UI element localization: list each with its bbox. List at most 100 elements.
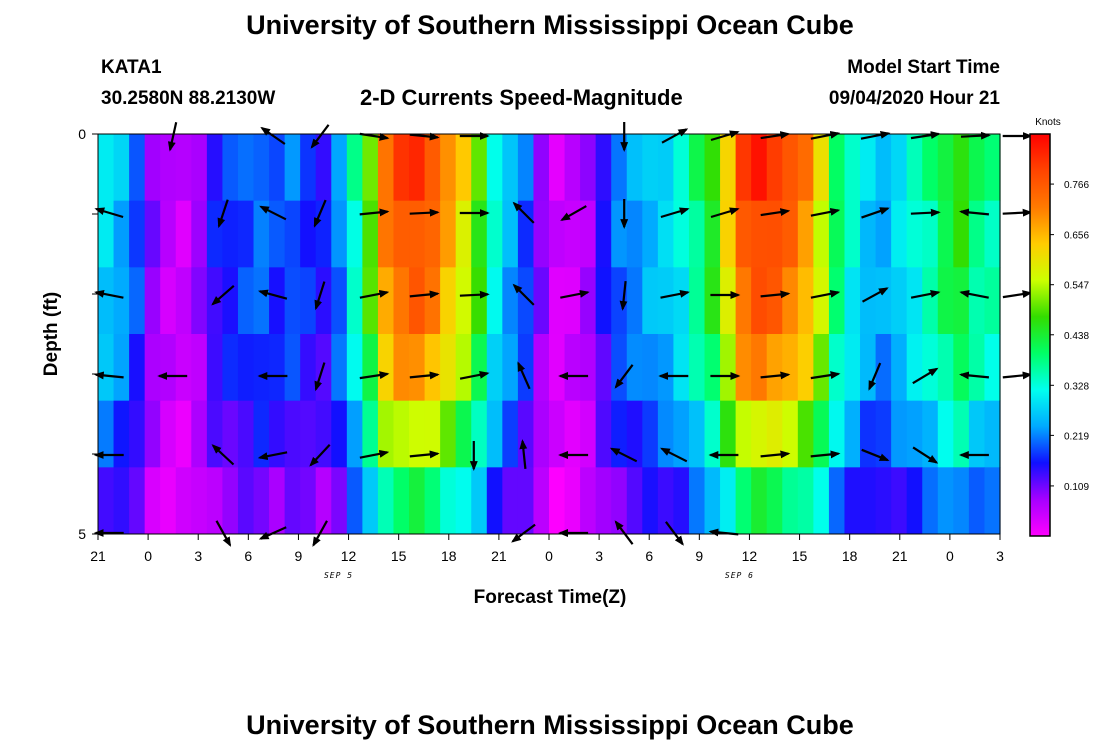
current-arrow xyxy=(910,289,941,299)
heat-cell xyxy=(595,467,612,535)
current-arrow xyxy=(1002,371,1033,380)
heat-cell xyxy=(440,334,457,402)
heat-cell xyxy=(362,200,379,268)
heat-cell xyxy=(237,267,255,335)
current-arrow xyxy=(959,208,990,217)
current-arrow xyxy=(912,446,939,464)
station-coordinates: 30.2580N 88.2130W xyxy=(101,88,276,109)
heat-cell xyxy=(113,200,130,268)
heat-cell xyxy=(377,334,395,402)
current-arrow xyxy=(512,283,535,306)
heat-cell xyxy=(891,400,908,468)
x-tick-label: 12 xyxy=(742,548,758,564)
heat-cell xyxy=(968,467,986,535)
heat-cell xyxy=(611,267,628,335)
current-arrow xyxy=(512,201,535,224)
heat-cell xyxy=(486,334,503,402)
heat-cell xyxy=(486,267,503,335)
heat-cell xyxy=(657,200,675,268)
heat-cell xyxy=(968,334,986,402)
current-arrow xyxy=(310,124,330,149)
heat-cell xyxy=(409,334,426,402)
x-tick-label: 18 xyxy=(441,548,457,564)
heat-cell xyxy=(253,134,270,202)
heat-cell xyxy=(533,467,550,535)
colorbar-tick-label: 0.438 xyxy=(1064,331,1089,342)
heat-cell xyxy=(937,400,954,468)
heat-cell xyxy=(984,134,1001,202)
heat-cell xyxy=(98,134,115,202)
heat-cell xyxy=(766,467,783,535)
heat-cell xyxy=(688,200,706,268)
heat-cell xyxy=(891,267,908,335)
heat-cell xyxy=(906,467,923,535)
heat-cell xyxy=(237,400,255,468)
heat-cell xyxy=(98,334,115,402)
x-tick-label: 0 xyxy=(144,548,152,564)
heat-cell xyxy=(735,200,752,268)
heat-cell xyxy=(580,134,597,202)
heat-cell xyxy=(377,134,395,202)
x-axis-label: Forecast Time(Z) xyxy=(474,587,627,608)
station-name: KATA1 xyxy=(101,57,162,78)
heat-cell xyxy=(797,200,814,268)
heat-cell xyxy=(502,334,519,402)
heat-cell xyxy=(673,267,690,335)
heat-cell xyxy=(144,467,161,535)
heat-cell xyxy=(673,200,690,268)
heat-cell xyxy=(440,467,457,535)
x-tick-label: 15 xyxy=(391,548,407,564)
heat-cell xyxy=(175,400,192,468)
heat-cell xyxy=(704,400,721,468)
current-arrow xyxy=(359,132,390,141)
heat-cell xyxy=(735,467,752,535)
heat-cell xyxy=(175,200,192,268)
heat-cell xyxy=(517,134,535,202)
heat-cell xyxy=(175,467,192,535)
heat-cell xyxy=(813,134,830,202)
heat-cell xyxy=(782,334,799,402)
heat-cell xyxy=(191,200,208,268)
x-tick-label: 0 xyxy=(545,548,553,564)
x-tick-label: 21 xyxy=(90,548,106,564)
heat-cell xyxy=(922,400,939,468)
heat-cell xyxy=(642,334,659,402)
heat-cell xyxy=(875,400,892,468)
heat-cell xyxy=(362,467,379,535)
heat-cell xyxy=(844,134,861,202)
current-arrow xyxy=(409,450,440,459)
heat-cell xyxy=(704,200,721,268)
current-arrow xyxy=(312,520,328,547)
heat-cell xyxy=(564,334,581,402)
heat-cell xyxy=(984,267,1001,335)
current-arrow xyxy=(1002,208,1033,217)
current-arrow xyxy=(960,131,991,140)
heat-cell xyxy=(953,334,970,402)
heat-cell xyxy=(471,467,488,535)
heat-cell xyxy=(206,200,224,268)
heat-cell xyxy=(331,334,348,402)
heat-cell xyxy=(735,334,752,402)
x-date-label: SEP 6 xyxy=(725,571,754,580)
current-arrow xyxy=(660,447,688,463)
x-tick-label: 21 xyxy=(892,548,908,564)
chart-title: 2-D Currents Speed-Magnitude xyxy=(360,85,683,110)
heat-cell xyxy=(704,134,721,202)
heat-cell xyxy=(144,334,161,402)
heat-cell xyxy=(906,334,923,402)
heat-cell xyxy=(113,334,130,402)
current-arrow xyxy=(614,364,634,389)
heat-cell xyxy=(222,467,239,535)
heat-cell xyxy=(828,467,846,535)
heat-cell xyxy=(393,400,410,468)
heat-cell xyxy=(782,134,799,202)
heat-cell xyxy=(720,467,737,535)
heat-cell xyxy=(953,134,970,202)
heat-cell xyxy=(144,200,161,268)
heat-cell xyxy=(953,200,970,268)
current-arrow xyxy=(409,290,440,299)
heat-cell xyxy=(844,467,861,535)
heat-cell xyxy=(160,467,177,535)
heat-cell xyxy=(315,134,332,202)
heat-cell xyxy=(284,334,301,402)
